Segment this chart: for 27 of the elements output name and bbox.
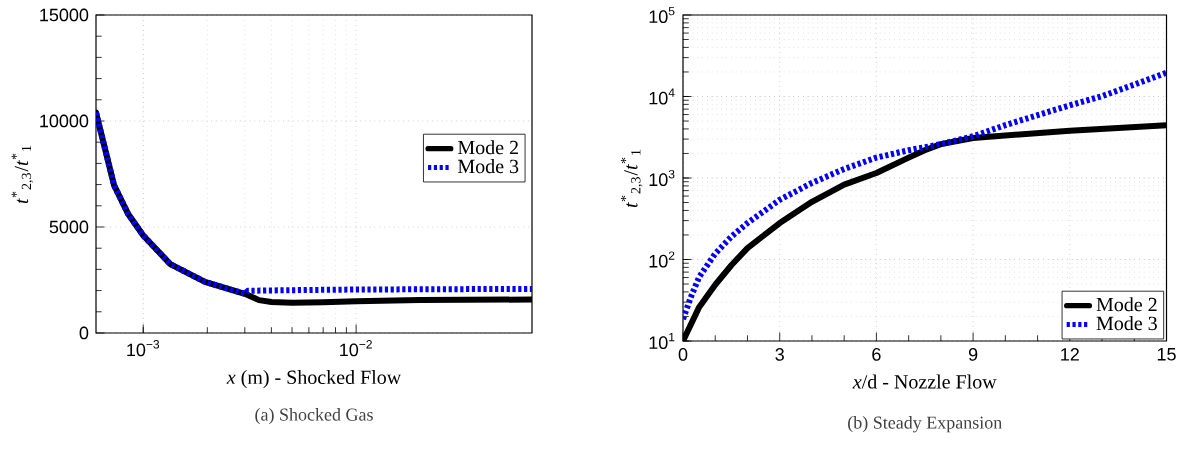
x-tick-label: 6 — [872, 348, 881, 361]
x-tick-label: 10$^{−3}$ — [127, 340, 160, 357]
y-tick-label: 10$^{1}$ — [649, 332, 675, 350]
y-tick-label: 10$^{3}$ — [649, 169, 675, 187]
x-tick-label: 9 — [968, 348, 978, 361]
x-tick-label: 10$^{−2}$ — [340, 340, 372, 357]
y-axis-title: t$^{*}$$_{2,3}$/t$^{*}$1 — [620, 149, 643, 208]
y-tick-label: 10000 — [40, 114, 89, 128]
y-tick-label: 0 — [79, 326, 89, 340]
y-tick-label: 10$^{4}$ — [649, 88, 675, 105]
x-tick-label: 15 — [1157, 348, 1176, 361]
y-tick-label: 10$^{2}$ — [649, 251, 675, 268]
text: (b) Steady Expansion — [848, 416, 1002, 433]
x-axis-title: x (m) - Shocked Flow — [226, 369, 402, 389]
legend-label: Mode 2 — [457, 140, 518, 155]
legend-label: Mode 3 — [457, 159, 519, 174]
legend-label: Mode 2 — [1096, 297, 1157, 312]
x-tick-label: 12 — [1061, 348, 1079, 361]
x-axis-title: x/d - Nozzle Flow — [852, 374, 997, 389]
y-tick-label: 15000 — [40, 8, 89, 22]
y-tick-label: 5000 — [49, 220, 89, 234]
x-tick-label: 3 — [775, 348, 784, 361]
y-tick-label: 10$^{5}$ — [649, 6, 675, 24]
x-tick-label: 0 — [678, 348, 688, 361]
text: (a) Shocked Gas — [255, 408, 373, 425]
legend-label: Mode 3 — [1096, 316, 1157, 331]
y-axis-title: t$^{*}$$_{2,3}$/t$^{*}$1 — [11, 145, 34, 204]
